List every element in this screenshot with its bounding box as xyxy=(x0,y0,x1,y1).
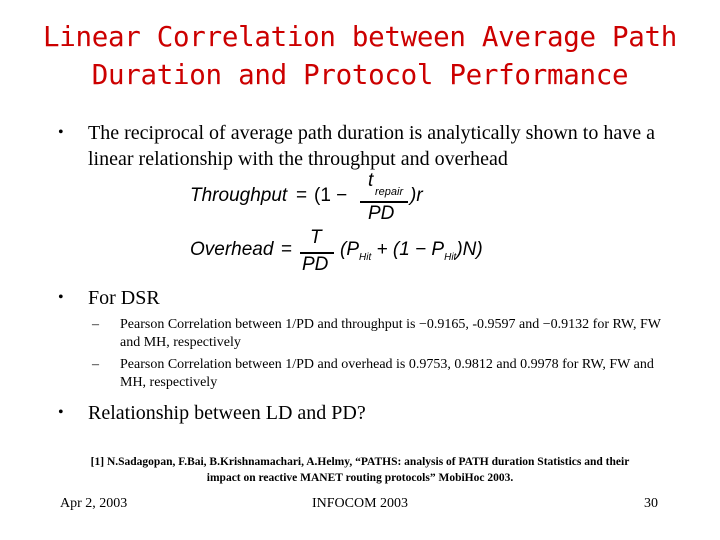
bullet-dsr: • For DSR xyxy=(58,285,668,311)
eq-sub-hit-1: Hit xyxy=(359,251,372,263)
sub-bullet-throughput: – Pearson Correlation between 1/PD and t… xyxy=(92,316,662,352)
bullet-marker: • xyxy=(58,289,64,306)
eq-rhs-part-3: )N) xyxy=(456,239,483,260)
footer-conference: INFOCOM 2003 xyxy=(311,496,409,511)
bullet-text: The reciprocal of average path duration … xyxy=(88,122,655,170)
frac-den: PD xyxy=(368,203,395,224)
sub-bullet-marker: – xyxy=(92,317,99,332)
eq-overhead-lhs: Overhead xyxy=(190,239,274,260)
fraction-trepair-pd: t repair PD xyxy=(360,170,408,228)
bullet-text: Relationship between LD and PD? xyxy=(88,402,366,424)
eq-equals: = xyxy=(296,185,308,206)
sub-bullet-text: Pearson Correlation between 1/PD and ove… xyxy=(120,357,654,390)
fraction-bar xyxy=(360,201,408,203)
eq-rhs-part-2: + (1 − P xyxy=(371,239,445,260)
bullet-reciprocal: • The reciprocal of average path duratio… xyxy=(58,120,668,172)
frac-num-sub: repair xyxy=(375,186,404,198)
overhead-equation: Overhead = T PD (PHit + (1 − PHit)N) xyxy=(190,227,520,280)
eq-throughput-lhs: Throughput xyxy=(190,185,288,206)
bullet-marker: • xyxy=(58,124,64,141)
throughput-equation: Throughput = (1 − t repair PD )r xyxy=(190,170,430,228)
reference-citation: [1] N.Sadagopan, F.Bai, B.Krishnamachari… xyxy=(60,454,660,486)
reference-line-2: impact on reactive MANET routing protoco… xyxy=(206,472,514,484)
sub-bullet-marker: – xyxy=(92,357,99,372)
title-line-2: Duration and Protocol Performance xyxy=(91,59,629,91)
eq-close: )r xyxy=(410,185,423,206)
reference-line-1: [1] N.Sadagopan, F.Bai, B.Krishnamachari… xyxy=(90,456,630,468)
bullet-ld-pd: • Relationship between LD and PD? xyxy=(58,400,668,426)
sub-bullet-text: Pearson Correlation between 1/PD and thr… xyxy=(120,317,661,350)
eq-overhead-rhs: (PHit + (1 − PHit)N) xyxy=(340,239,483,263)
bullet-text: For DSR xyxy=(88,287,160,309)
frac-num: T xyxy=(310,227,322,248)
slide-title: Linear Correlation between Average Path … xyxy=(0,18,720,94)
fraction-bar xyxy=(300,252,334,254)
bullet-marker: • xyxy=(58,404,64,421)
footer-date: Apr 2, 2003 xyxy=(60,496,128,511)
eq-sub-hit-2: Hit xyxy=(444,251,457,263)
frac-den: PD xyxy=(302,254,329,275)
eq-rhs-part-1: (P xyxy=(340,239,359,260)
eq-open-paren: (1 − xyxy=(314,185,348,206)
title-line-1: Linear Correlation between Average Path xyxy=(43,21,677,53)
fraction-t-pd: T PD xyxy=(300,227,334,280)
frac-num-t: t xyxy=(368,170,374,191)
eq-equals: = xyxy=(281,239,293,260)
page-number: 30 xyxy=(644,496,658,511)
sub-bullet-overhead: – Pearson Correlation between 1/PD and o… xyxy=(92,356,662,392)
